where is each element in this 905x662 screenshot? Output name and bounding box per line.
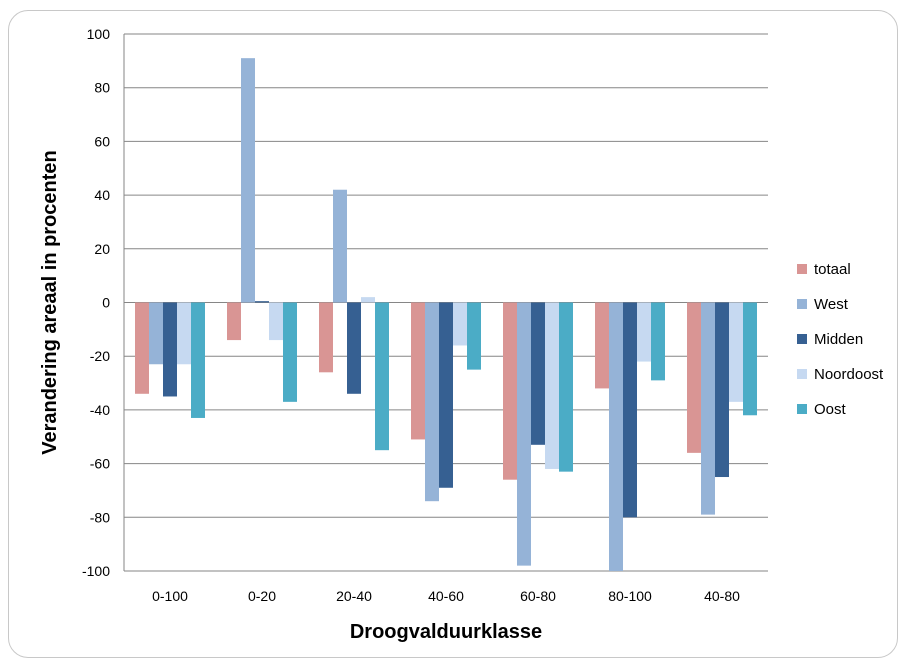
- legend-label-totaal: totaal: [814, 261, 851, 278]
- bar-totaal-80-100: [595, 302, 609, 389]
- y-tick-label: 20: [94, 241, 110, 257]
- bar-oost-80-100: [651, 302, 665, 381]
- y-tick-label: 80: [94, 80, 110, 96]
- bar-west-80-100: [609, 302, 623, 571]
- bar-totaal-20-40: [319, 302, 333, 373]
- bar-noordoost-60-80: [545, 302, 559, 469]
- legend: totaal West Midden Noordoost Oost: [797, 261, 884, 418]
- x-tick-label: 80-100: [608, 588, 652, 604]
- bar-noordoost-0-100: [177, 302, 191, 365]
- legend-label-oost: Oost: [814, 401, 847, 418]
- bar-oost-20-40: [375, 302, 389, 451]
- x-tick-label: 0-20: [248, 588, 276, 604]
- bar-west-0-100: [149, 302, 163, 365]
- x-tick-label: 0-100: [152, 588, 188, 604]
- legend-swatch-noordoost: [797, 369, 807, 379]
- bar-noordoost-0-20: [269, 302, 283, 341]
- x-tick-label: 40-80: [704, 588, 740, 604]
- bar-midden-40-80: [715, 302, 729, 478]
- bar-totaal-0-20: [227, 302, 241, 341]
- bars: [135, 58, 757, 571]
- bar-totaal-0-100: [135, 302, 149, 394]
- bar-west-40-80: [701, 302, 715, 515]
- bar-oost-40-80: [743, 302, 757, 416]
- bar-west-0-20: [241, 58, 255, 303]
- legend-swatch-oost: [797, 404, 807, 414]
- x-tick-label: 20-40: [336, 588, 372, 604]
- bar-totaal-40-80: [687, 302, 701, 453]
- y-axis-title: Verandering areaal in procenten: [39, 150, 61, 455]
- bar-midden-60-80: [531, 302, 545, 445]
- y-tick-label: 60: [94, 133, 110, 149]
- y-tick-label: 100: [87, 26, 111, 42]
- bar-totaal-60-80: [503, 302, 517, 480]
- y-tick-label: -80: [90, 509, 110, 525]
- bar-oost-0-100: [191, 302, 205, 418]
- bar-noordoost-20-40: [361, 297, 375, 303]
- bar-midden-40-60: [439, 302, 453, 488]
- bar-midden-0-20: [255, 301, 269, 303]
- legend-label-noordoost: Noordoost: [814, 366, 884, 383]
- x-axis-ticks: 0-100 0-20 20-40 40-60 60-80 80-100 40-80: [152, 588, 740, 604]
- bar-midden-20-40: [347, 302, 361, 394]
- x-tick-label: 40-60: [428, 588, 464, 604]
- bar-oost-40-60: [467, 302, 481, 370]
- legend-label-west: West: [814, 296, 849, 313]
- legend-swatch-west: [797, 299, 807, 309]
- y-tick-label: -20: [90, 348, 110, 364]
- x-axis-title: Droogvalduurklasse: [350, 621, 542, 643]
- y-tick-label: -60: [90, 456, 110, 472]
- legend-swatch-midden: [797, 334, 807, 344]
- y-tick-label: 0: [102, 295, 110, 311]
- y-tick-label: 40: [94, 187, 110, 203]
- bar-noordoost-40-60: [453, 302, 467, 346]
- bar-oost-0-20: [283, 302, 297, 402]
- y-tick-label: -100: [82, 563, 110, 579]
- x-tick-label: 60-80: [520, 588, 556, 604]
- bar-west-40-60: [425, 302, 439, 502]
- bar-oost-60-80: [559, 302, 573, 472]
- bar-noordoost-80-100: [637, 302, 651, 362]
- legend-label-midden: Midden: [814, 331, 863, 348]
- y-tick-label: -40: [90, 402, 110, 418]
- bar-west-60-80: [517, 302, 531, 566]
- bar-noordoost-40-80: [729, 302, 743, 402]
- legend-swatch-totaal: [797, 264, 807, 274]
- bar-midden-80-100: [623, 302, 637, 518]
- bar-totaal-40-60: [411, 302, 425, 440]
- bar-midden-0-100: [163, 302, 177, 397]
- bar-west-20-40: [333, 189, 347, 303]
- y-axis-ticks: 100 80 60 40 20 0 -20 -40 -60 -80 -100: [82, 26, 110, 579]
